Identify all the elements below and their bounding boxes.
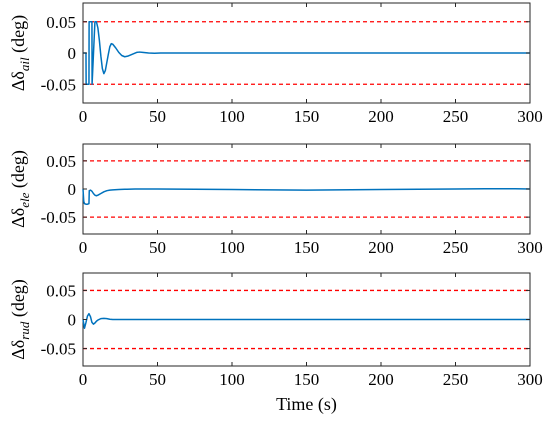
x-tick-label: 0	[79, 238, 88, 257]
x-tick-label: 150	[294, 107, 320, 126]
x-tick-label: 200	[368, 107, 394, 126]
x-tick-label: 200	[368, 370, 394, 389]
y-tick-label: -0.05	[41, 340, 76, 359]
y-axis-label: Δδrud (deg)	[8, 279, 32, 360]
y-tick-label: 0.05	[46, 13, 76, 32]
x-tick-label: 250	[443, 370, 469, 389]
y-tick-label: 0	[68, 44, 77, 63]
x-tick-label: 50	[149, 107, 166, 126]
x-tick-label: 250	[443, 238, 469, 257]
x-tick-label: 0	[79, 107, 88, 126]
x-tick-label: 200	[368, 238, 394, 257]
y-tick-label: -0.05	[41, 75, 76, 94]
x-tick-label: 300	[517, 370, 543, 389]
y-axis-label: Δδail (deg)	[8, 15, 32, 91]
x-tick-label: 100	[219, 370, 245, 389]
x-tick-label: 100	[219, 238, 245, 257]
series-line	[82, 187, 531, 205]
x-tick-label: 0	[79, 370, 88, 389]
y-tick-label: 0.05	[46, 281, 76, 300]
x-tick-label: 50	[149, 238, 166, 257]
y-tick-label: 0	[68, 180, 77, 199]
x-tick-label: 100	[219, 107, 245, 126]
x-axis-label: Time (s)	[276, 394, 337, 415]
x-tick-label: 300	[517, 107, 543, 126]
series-line	[82, 312, 530, 329]
x-tick-label: 250	[443, 107, 469, 126]
series-line	[83, 21, 530, 85]
x-tick-label: 50	[149, 370, 166, 389]
y-axis-label: Δδele (deg)	[8, 150, 32, 228]
y-tick-label: 0.05	[46, 152, 76, 171]
x-tick-label: 150	[294, 238, 320, 257]
x-tick-label: 150	[294, 370, 320, 389]
y-tick-label: 0	[68, 311, 77, 330]
x-tick-label: 300	[517, 238, 543, 257]
y-tick-label: -0.05	[41, 208, 76, 227]
